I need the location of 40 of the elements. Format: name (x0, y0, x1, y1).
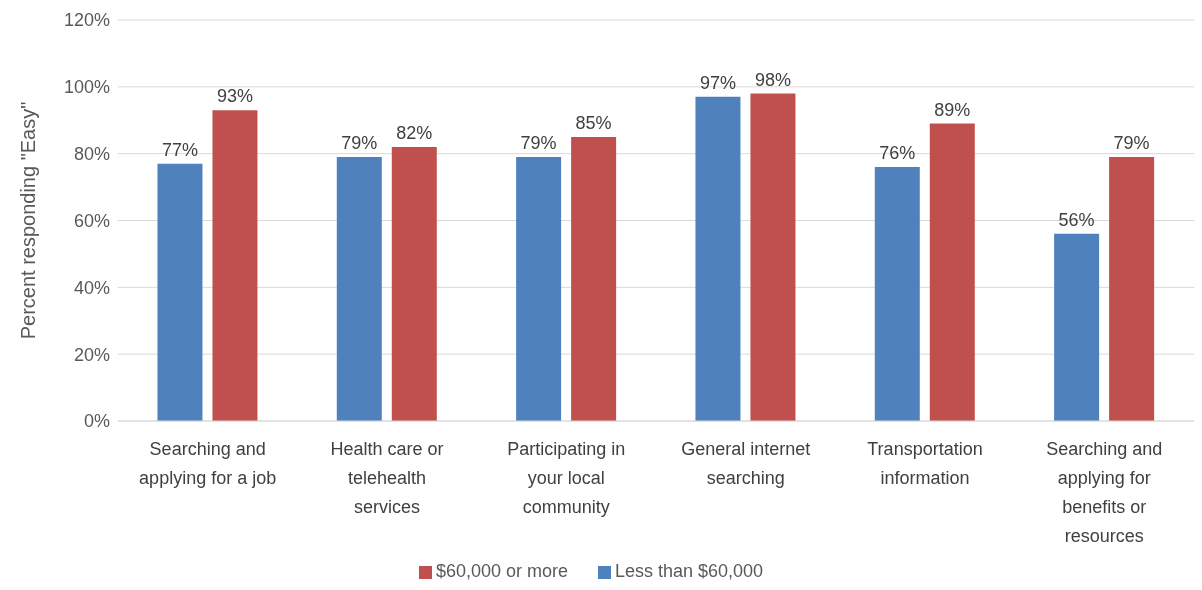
y-tick-label: 60% (73, 210, 110, 231)
bar (391, 146, 437, 421)
data-label: 56% (1058, 209, 1095, 230)
data-label: 76% (879, 143, 916, 164)
x-tick-label: Transportation information (867, 439, 983, 488)
legend-label: $60,000 or more (435, 561, 568, 581)
data-label: 79% (341, 133, 378, 154)
x-tick-label: Searching and applying for a job (139, 439, 277, 488)
bar (1109, 157, 1155, 421)
legend-label: Less than $60,000 (614, 561, 764, 581)
data-label: 79% (520, 133, 557, 154)
bar (1054, 233, 1100, 421)
y-tick-label: 20% (73, 344, 110, 365)
bar (750, 93, 796, 421)
bar (929, 123, 975, 421)
bar (212, 110, 258, 421)
data-label: 93% (216, 86, 253, 107)
data-label: 89% (934, 99, 971, 120)
y-tick-label: 40% (73, 277, 110, 298)
bar (157, 163, 203, 421)
data-label: 79% (1113, 133, 1150, 154)
bar (695, 96, 741, 421)
bar (571, 136, 617, 421)
bar (874, 167, 920, 421)
data-label: 98% (754, 69, 791, 90)
y-tick-label: 120% (63, 10, 110, 31)
y-tick-label: 80% (73, 144, 110, 165)
data-label: 77% (161, 139, 198, 160)
x-tick-label: General internet searching (681, 439, 811, 488)
x-tick-label: Participating in your local community (507, 439, 626, 517)
data-label: 97% (699, 72, 736, 93)
x-tick-label: Searching and applying for benefits or resources (1046, 439, 1163, 546)
y-axis-title: Percent responding "Easy" (17, 101, 40, 340)
data-label: 82% (396, 122, 433, 143)
y-tick-label: 0% (83, 411, 110, 432)
y-tick-label: 100% (63, 77, 110, 98)
bar (516, 157, 562, 421)
bar (336, 157, 382, 421)
x-tick-label: Health care or telehealth services (330, 439, 444, 517)
data-label: 85% (575, 112, 612, 133)
